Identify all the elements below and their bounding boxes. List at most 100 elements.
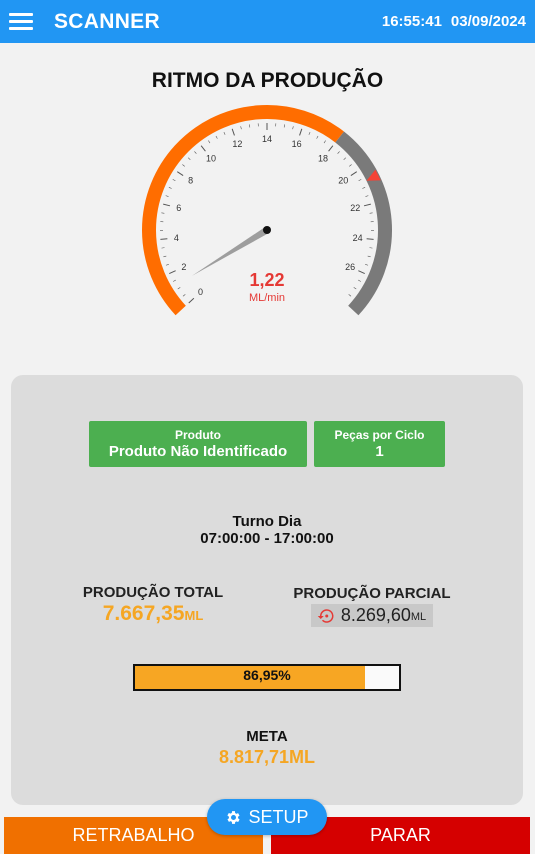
gauge-tick-label: 20 — [338, 175, 348, 185]
gauge-major-tick — [160, 238, 168, 240]
gauge-tick-label: 24 — [353, 233, 363, 243]
pieces-per-cycle-label: Peças por Ciclo — [334, 428, 425, 442]
partial-production: PRODUÇÃO PARCIAL 8.269,60 ML — [287, 585, 457, 630]
shift-hours: 07:00:00 - 17:00:00 — [200, 530, 334, 547]
gauge-tick-label: 14 — [262, 134, 272, 144]
app-title: SCANNER — [54, 10, 160, 33]
gauge-minor-tick — [316, 135, 319, 139]
gauge-tick-label: 8 — [188, 175, 193, 185]
gear-icon — [227, 810, 241, 824]
top-app-bar: SCANNER 16:55:41 03/09/2024 — [0, 0, 535, 43]
gauge-minor-tick — [292, 126, 294, 130]
current-date: 03/09/2024 — [450, 13, 526, 30]
gauge-minor-tick — [365, 195, 369, 197]
goal-progress-label: 86,95% — [243, 667, 291, 683]
production-panel: Produto Produto Não Identificado Peças p… — [11, 375, 523, 805]
gauge-minor-tick — [223, 131, 226, 135]
gauge-low-zone-arc — [142, 105, 344, 316]
gauge-minor-tick — [163, 255, 167, 258]
hamburger-menu-icon[interactable] — [9, 13, 33, 30]
partial-production-box[interactable]: 8.269,60 ML — [310, 604, 434, 627]
gauge-minor-tick — [349, 164, 352, 167]
gauge-tick-label: 26 — [345, 262, 355, 272]
gauge-unit: ML/min — [248, 292, 286, 304]
gauge-tick-label: 22 — [350, 203, 360, 213]
gauge-major-tick — [363, 203, 371, 207]
pieces-per-cycle-chip: Peças por Ciclo 1 — [314, 421, 445, 467]
gauge-minor-tick — [182, 294, 186, 297]
pieces-per-cycle-value: 1 — [375, 443, 384, 460]
gauge-tick-label: 0 — [198, 287, 203, 297]
gauge-major-tick — [163, 203, 171, 207]
gauge-major-tick — [200, 145, 206, 152]
gauge-major-tick — [169, 270, 176, 274]
goal-progress-fill — [135, 666, 365, 689]
goal: META 8.817,71ML — [11, 728, 523, 768]
total-production: PRODUÇÃO TOTAL 7.667,35ML — [73, 584, 233, 626]
gauge-minor-tick — [362, 187, 366, 189]
gauge-minor-tick — [165, 264, 169, 266]
goal-value: 8.817,71ML — [218, 747, 316, 767]
partial-production-label: PRODUÇÃO PARCIAL — [293, 585, 451, 602]
gauge-minor-tick — [323, 140, 326, 144]
gauge-major-tick — [358, 270, 365, 274]
gauge-high-zone-arc — [335, 131, 392, 316]
gauge-minor-tick — [165, 195, 169, 197]
product-value: Produto Não Identificado — [108, 443, 288, 460]
shift-info: Turno Dia 07:00:00 - 17:00:00 — [11, 513, 523, 547]
gauge-value: 1,22 — [249, 270, 285, 290]
gauge-minor-tick — [348, 294, 352, 297]
total-production-number: 7.667,35 — [102, 602, 185, 625]
gauge-minor-tick — [187, 157, 191, 160]
goal-progress-bar: 86,95% — [133, 664, 401, 691]
gauge-minor-tick — [168, 187, 172, 189]
clock: 16:55:41 03/09/2024 — [382, 13, 526, 30]
gauge-tick-label: 18 — [318, 153, 328, 163]
gauge-tick-label: 10 — [206, 153, 216, 163]
gauge-minor-tick — [208, 140, 211, 144]
gauge-major-tick — [328, 145, 334, 152]
gauge-minor-tick — [182, 164, 185, 167]
gauge-needle — [191, 227, 269, 276]
reset-icon[interactable] — [317, 607, 335, 625]
gauge-needle-hub — [263, 226, 271, 234]
gauge-minor-tick — [358, 279, 361, 282]
gauge-minor-tick — [173, 279, 176, 282]
gauge-title: RITMO DA PRODUÇÃO — [151, 69, 384, 92]
gauge-major-tick — [188, 297, 195, 304]
gauge-tick-label: 6 — [176, 203, 181, 213]
setup-button[interactable]: SETUP — [207, 799, 327, 835]
total-production-unit: ML — [184, 608, 204, 623]
gauge-minor-tick — [365, 264, 369, 266]
gauge-tick-label: 16 — [292, 139, 302, 149]
gauge-minor-tick — [308, 131, 311, 135]
gauge-target-marker — [366, 169, 381, 181]
partial-production-unit: ML — [410, 611, 427, 623]
gauge-minor-tick — [194, 151, 197, 154]
goal-label: META — [246, 728, 288, 745]
gauge-minor-tick — [367, 255, 371, 258]
gauge-minor-tick — [343, 157, 347, 160]
total-production-value: 7.667,35ML — [73, 602, 233, 626]
gauge-major-tick — [231, 128, 235, 136]
gauge-minor-tick — [215, 135, 218, 139]
gauge-minor-tick — [172, 179, 176, 182]
gauge-tick-label: 12 — [232, 139, 242, 149]
gauge-tick-label: 2 — [181, 262, 186, 272]
gauge-major-tick — [299, 128, 303, 136]
setup-button-label: SETUP — [248, 806, 309, 827]
gauge-tick-label: 4 — [174, 233, 179, 243]
partial-production-number: 8.269,60 — [340, 605, 411, 625]
gauge-major-tick — [366, 238, 374, 240]
gauge-minor-tick — [337, 151, 340, 154]
shift-name: Turno Dia — [232, 513, 302, 530]
total-production-label: PRODUÇÃO TOTAL — [82, 584, 224, 601]
gauge-minor-tick — [358, 179, 362, 182]
gauge-minor-tick — [240, 126, 242, 130]
product-label: Produto — [175, 428, 221, 442]
gauge-minor-tick — [161, 247, 165, 249]
gauge-major-tick — [176, 171, 184, 176]
gauge-minor-tick — [353, 287, 357, 290]
gauge-minor-tick — [177, 287, 181, 290]
